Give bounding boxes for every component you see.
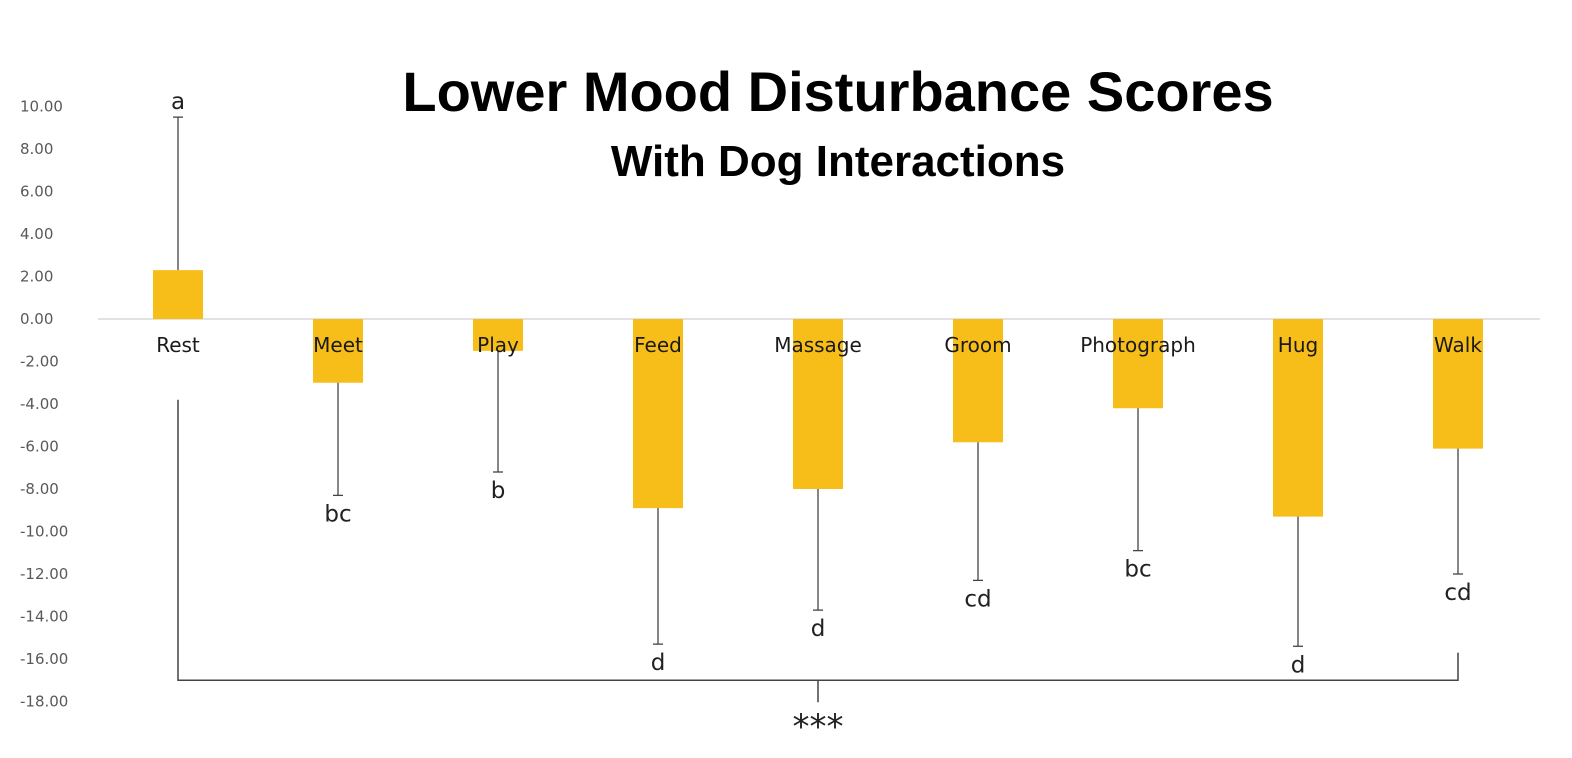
category-label: Groom (944, 333, 1011, 357)
y-tick-label: 8.00 (20, 140, 53, 158)
category-label: Feed (634, 333, 682, 357)
significance-letter: b (491, 478, 506, 504)
y-tick-label: -6.00 (20, 438, 59, 456)
y-tick-label: 2.00 (20, 268, 53, 286)
y-tick-label: -18.00 (20, 693, 68, 711)
significance-letter: bc (324, 501, 351, 527)
y-tick-label: -14.00 (20, 608, 68, 626)
significance-stars: *** (793, 707, 844, 747)
significance-letter: d (811, 616, 826, 642)
bar (1273, 319, 1323, 517)
y-tick-label: -10.00 (20, 523, 68, 541)
y-tick-label: -2.00 (20, 353, 59, 371)
y-tick-label: -4.00 (20, 395, 59, 413)
category-label: Photograph (1080, 333, 1196, 357)
category-label: Meet (313, 333, 363, 357)
y-tick-label: 0.00 (20, 310, 53, 328)
bar (953, 319, 1003, 443)
bar (473, 319, 523, 351)
bar (1433, 319, 1483, 449)
significance-letter: a (171, 89, 185, 115)
bar (793, 319, 843, 489)
significance-letter: cd (1444, 580, 1471, 606)
bar (313, 319, 363, 383)
chart-title: Lower Mood Disturbance Scores (402, 60, 1274, 123)
y-tick-label: -16.00 (20, 650, 68, 668)
category-label: Walk (1434, 333, 1482, 357)
category-label: Massage (774, 333, 862, 357)
significance-letter: d (651, 650, 666, 676)
bar (633, 319, 683, 509)
chart-subtitle: With Dog Interactions (610, 137, 1066, 186)
y-tick-label: -12.00 (20, 565, 68, 583)
significance-letter: d (1291, 652, 1306, 678)
category-label: Play (477, 333, 519, 357)
bar (153, 270, 203, 319)
y-tick-label: 4.00 (20, 225, 53, 243)
significance-letter: bc (1124, 557, 1151, 583)
category-label: Rest (156, 333, 200, 357)
y-tick-label: 6.00 (20, 183, 53, 201)
category-label: Hug (1278, 333, 1318, 357)
significance-letter: cd (964, 586, 991, 612)
bar (1113, 319, 1163, 409)
y-tick-label: -8.00 (20, 480, 59, 498)
y-tick-label: 10.00 (20, 98, 63, 116)
